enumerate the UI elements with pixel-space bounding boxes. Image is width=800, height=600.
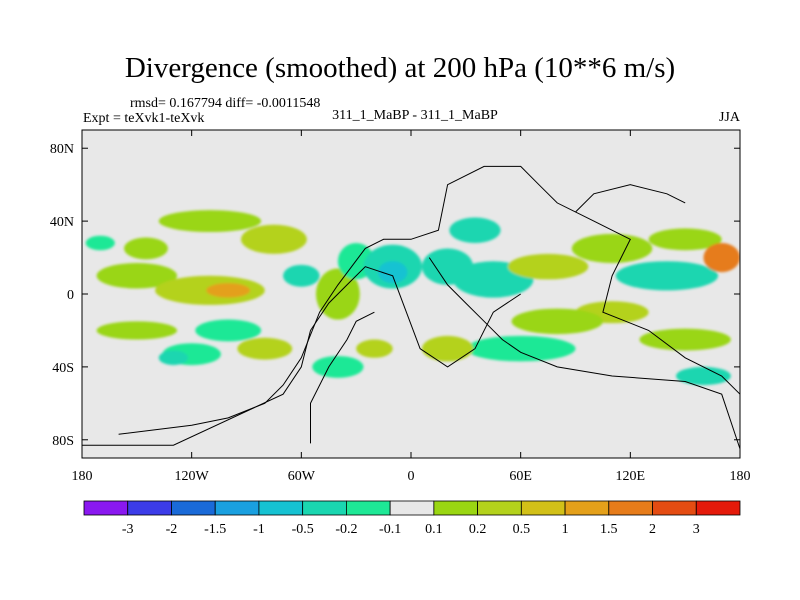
stats-line: rmsd= 0.167794 diff= -0.0011548 [130, 96, 321, 111]
colorbar-label: -1.5 [204, 522, 226, 537]
coastline-4 [575, 184, 686, 213]
colorbar-swatch [83, 500, 129, 516]
coastline-1 [82, 266, 521, 446]
case-label: 311_1_MaBP - 311_1_MaBP [332, 108, 498, 123]
chart-title: Divergence (smoothed) at 200 hPa (10**6 … [124, 52, 676, 84]
field-anomaly-5 [158, 210, 262, 233]
field-anomaly-27 [465, 335, 576, 362]
field-anomaly-0 [85, 235, 115, 251]
field-anomaly-20 [507, 253, 589, 280]
colorbar-swatch [214, 500, 260, 516]
x-tick-label: 180 [72, 469, 93, 484]
coastline-2 [310, 311, 375, 444]
colorbar-label: 0.5 [513, 522, 531, 537]
colorbar-swatch [389, 500, 435, 516]
field-anomaly-22 [648, 228, 722, 251]
coastline-0 [118, 165, 740, 435]
colorbar-label: 2 [649, 522, 656, 537]
y-tick-label: 80N [50, 142, 74, 157]
field-anomaly-1 [96, 263, 178, 289]
field-anomaly-24 [703, 242, 740, 273]
colorbar-label: -0.5 [292, 522, 314, 537]
x-tick-label: 180 [730, 469, 751, 484]
colorbar-label: -2 [166, 522, 178, 537]
coastline-3 [428, 257, 740, 450]
colorbar-swatch [477, 500, 522, 516]
season-label: JJA [718, 110, 740, 125]
colorbar-swatch [127, 500, 172, 516]
colorbar-label: -3 [122, 522, 134, 537]
colorbar-label: 3 [693, 522, 700, 537]
y-tick-label: 80S [52, 434, 74, 449]
colorbar-label: 0.1 [425, 522, 443, 537]
colorbar-swatch [520, 500, 566, 516]
colorbar-swatch [258, 500, 304, 516]
colorbar-swatch [302, 500, 347, 516]
field-anomaly-6 [241, 224, 307, 254]
field-anomaly-32 [356, 339, 393, 358]
field-anomaly-21 [571, 233, 653, 264]
colorbar-label: 1.5 [600, 522, 618, 537]
colorbar-swatch [345, 500, 391, 516]
colorbar-swatch [433, 500, 479, 516]
colorbar-label: -1 [253, 522, 265, 537]
colorbar-label: 1 [562, 522, 569, 537]
colorbar-label: -0.1 [379, 522, 401, 537]
field-anomaly-12 [158, 350, 189, 366]
field-anomaly-19 [449, 217, 501, 243]
field-anomaly-8 [96, 321, 178, 340]
field-anomaly-16 [378, 261, 408, 284]
field-anomaly-9 [195, 319, 262, 342]
field-anomaly-4 [124, 237, 168, 260]
colorbar-label: 0.2 [469, 522, 487, 537]
y-tick-label: 40S [52, 361, 74, 376]
field-anomaly-31 [312, 355, 364, 378]
field-anomaly-28 [639, 328, 731, 351]
field-anomaly-29 [676, 366, 731, 386]
x-tick-label: 0 [408, 469, 415, 484]
colorbar-swatch [171, 500, 216, 516]
field-anomaly-30 [421, 335, 474, 362]
field-anomaly-10 [237, 337, 293, 360]
colorbar-swatch [564, 500, 610, 516]
colorbar-label: -0.2 [335, 522, 357, 537]
y-tick-label: 0 [67, 288, 74, 303]
colorbar-swatch [608, 500, 653, 516]
field-anomaly-3 [206, 283, 251, 298]
colorbar-swatch [695, 500, 741, 516]
y-tick-label: 40N [50, 215, 74, 230]
field-anomaly-7 [283, 264, 320, 287]
field-anomaly-23 [615, 261, 719, 291]
x-tick-label: 120W [175, 469, 210, 484]
x-tick-label: 60E [509, 469, 532, 484]
colorbar-swatch [652, 500, 697, 516]
x-tick-label: 60W [288, 469, 316, 484]
field-anomaly-26 [511, 308, 603, 335]
experiment-label: Expt = teXvk1-teXvk [83, 111, 205, 126]
x-tick-label: 120E [616, 469, 646, 484]
